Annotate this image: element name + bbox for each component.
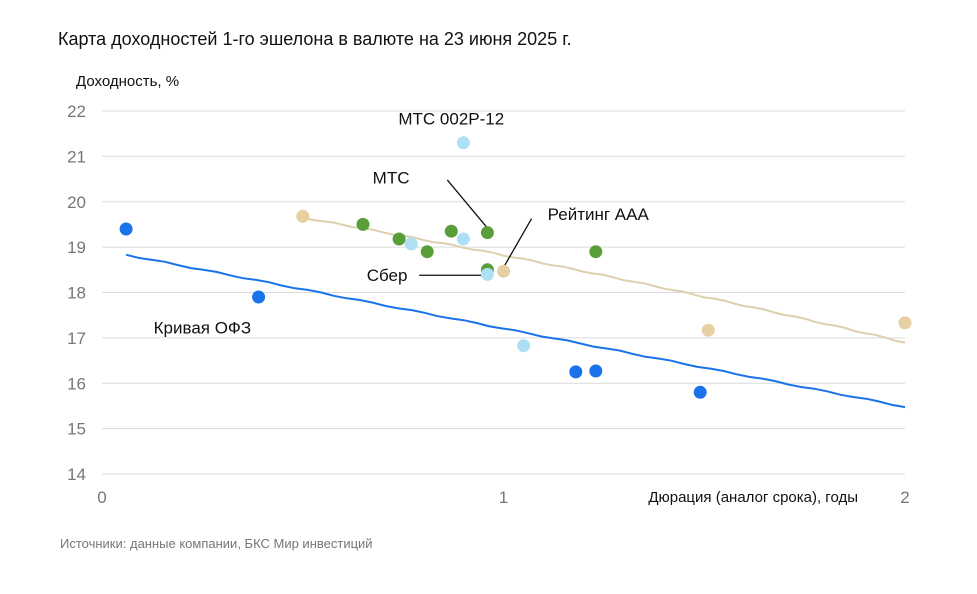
trend-curve-0: [125, 253, 906, 409]
x-axis-label: Дюрация (аналог срока), годы: [648, 489, 858, 506]
y-tick-label: 14: [67, 465, 86, 484]
point-series-2-1: [392, 232, 406, 246]
point-series-2-2: [420, 245, 434, 259]
point-series-0-3: [589, 364, 603, 378]
y-tick-label: 15: [67, 420, 86, 439]
point-series-4-0: [296, 209, 310, 223]
point-series-1-0: [517, 339, 531, 353]
point-series-0-1: [252, 290, 266, 304]
source-note: Источники: данные компании, БКС Мир инве…: [60, 536, 373, 551]
annotation-ofz: Кривая ОФЗ: [154, 318, 252, 337]
annotation-mts: МТС: [373, 169, 410, 188]
annotations: МТС 002P-12 МТС Рейтинг AAA Сбер Кривая ОФЗ: [154, 110, 650, 338]
gridlines: [102, 110, 905, 475]
y-axis-label: Доходность, %: [76, 73, 179, 90]
annotation-sber: Сбер: [367, 266, 408, 285]
x-tick-label: 1: [499, 488, 508, 507]
point-series-3-2: [456, 232, 470, 246]
point-series-3-0: [456, 136, 470, 150]
point-series-0-2: [569, 365, 583, 379]
y-tick-labels: 14 15 16 17 18 19 20 21 22: [67, 102, 86, 484]
trend-curves: [125, 179, 906, 409]
annotation-leader-aaa: [502, 218, 533, 268]
y-tick-label: 20: [67, 193, 86, 212]
chart-title: Карта доходностей 1-го эшелона в валюте …: [58, 29, 572, 49]
x-tick-label: 0: [97, 488, 106, 507]
point-series-3-3: [480, 267, 494, 281]
y-tick-label: 16: [67, 374, 86, 393]
point-series-0-0: [119, 222, 133, 236]
point-series-0-4: [693, 385, 707, 399]
point-series-4-3: [898, 316, 912, 330]
y-tick-label: 19: [67, 238, 86, 257]
point-series-4-2: [701, 323, 715, 337]
y-tick-label: 22: [67, 102, 86, 121]
point-series-2-4: [480, 226, 494, 240]
point-series-3-1: [404, 237, 418, 251]
data-points: [119, 136, 912, 399]
y-tick-label: 17: [67, 329, 86, 348]
point-series-2-0: [356, 217, 370, 231]
y-tick-label: 18: [67, 284, 86, 303]
x-tick-labels: 0 1 2: [97, 488, 909, 507]
annotation-leader-mts: [446, 179, 488, 229]
x-tick-label: 2: [900, 488, 909, 507]
point-series-4-1: [497, 264, 510, 278]
annotation-aaa: Рейтинг AAA: [548, 205, 650, 224]
point-series-2-6: [589, 245, 603, 259]
point-series-2-3: [444, 224, 458, 238]
annotation-mts002: МТС 002P-12: [398, 110, 504, 129]
y-tick-label: 21: [67, 147, 86, 166]
